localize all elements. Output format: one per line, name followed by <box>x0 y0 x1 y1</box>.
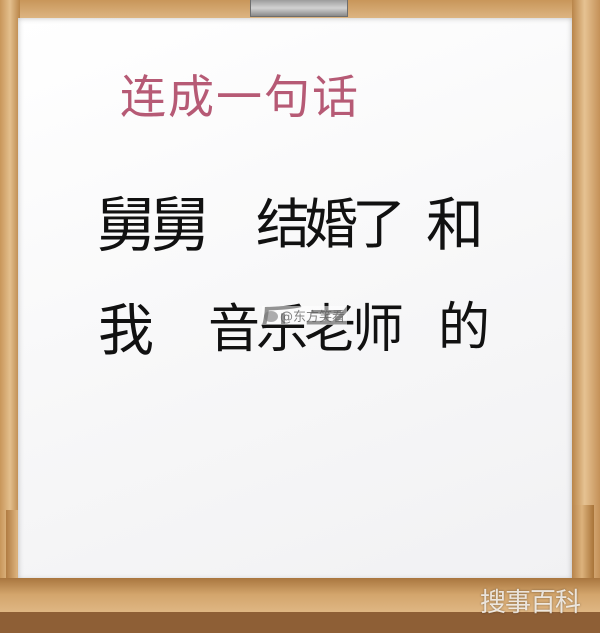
board-clip <box>250 0 348 17</box>
whiteboard <box>18 18 572 580</box>
weibo-watermark-text: @东方笑看 <box>280 310 346 325</box>
word-card-1: 舅舅 <box>96 191 210 261</box>
word-card-2: 结婚了 <box>256 193 406 256</box>
word-card-4: 我 <box>98 299 154 364</box>
weibo-watermark: @东方笑看 <box>262 306 348 325</box>
weibo-icon <box>264 311 278 322</box>
floor <box>0 612 600 633</box>
easel-left-frame <box>0 0 20 633</box>
board-title: 连成一句话 <box>120 70 360 124</box>
word-card-6: 的 <box>438 298 491 358</box>
word-card-3: 和 <box>426 191 485 259</box>
corner-watermark: 搜事百科 <box>480 588 581 618</box>
